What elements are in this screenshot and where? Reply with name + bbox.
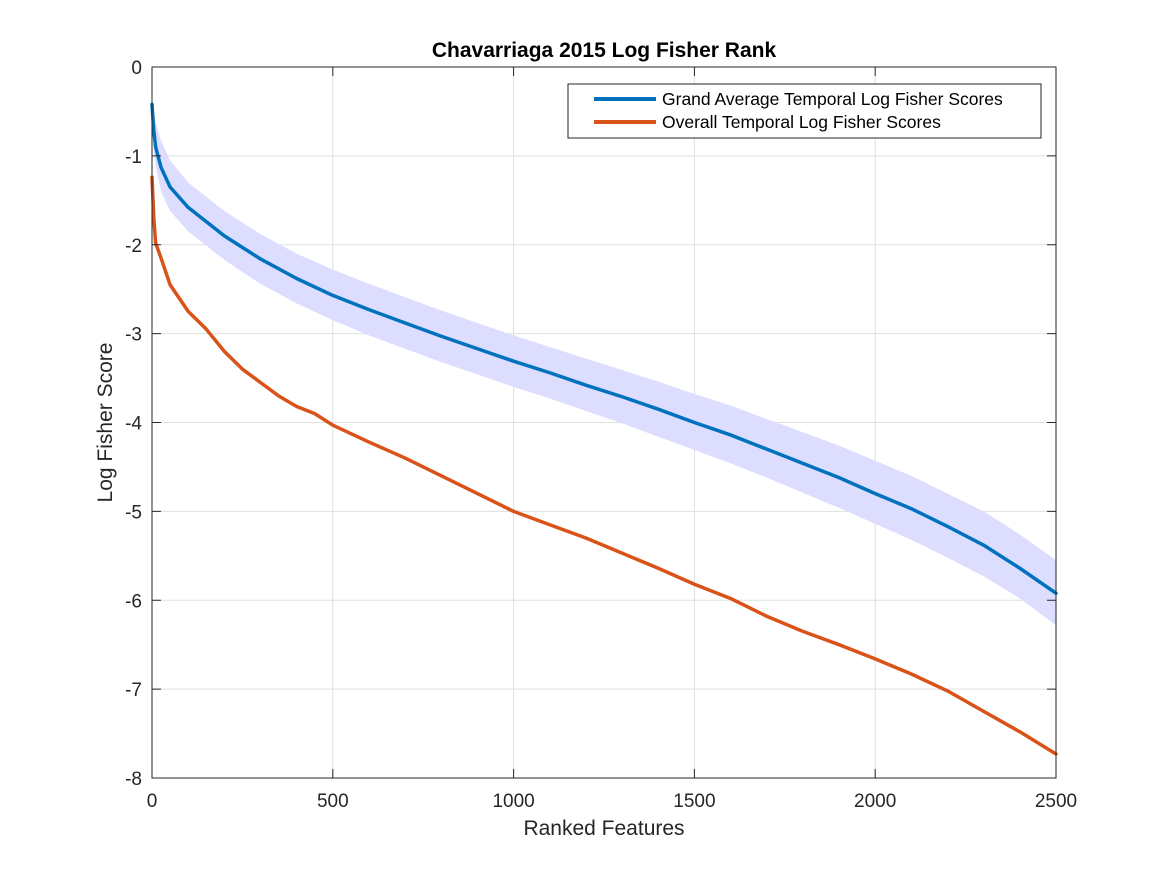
- axis-ticks: [151, 66, 1057, 779]
- chart-title: Chavarriaga 2015 Log Fisher Rank: [432, 39, 777, 62]
- legend-label-grand-average: Grand Average Temporal Log Fisher Scores: [662, 89, 1003, 109]
- y-tick-label: -7: [125, 680, 142, 701]
- y-axis-label: Log Fisher Score: [94, 343, 117, 503]
- y-tick-label: -8: [125, 769, 142, 790]
- y-tick-label: -2: [125, 236, 142, 257]
- legend: Grand Average Temporal Log Fisher Scores…: [567, 83, 1042, 139]
- y-tick-label: -1: [125, 147, 142, 168]
- x-tick-label: 2500: [1035, 791, 1077, 812]
- x-tick-label: 2000: [854, 791, 896, 812]
- x-axis-label: Ranked Features: [523, 817, 684, 840]
- y-tick-label: -5: [125, 502, 142, 523]
- x-tick-label: 1000: [492, 791, 534, 812]
- y-tick-labels: 0 -1 -2 -3 -4 -5 -6 -7 -8: [125, 58, 142, 790]
- series-1-line: [150, 175, 1058, 756]
- x-tick-label: 0: [147, 791, 158, 812]
- legend-box: [567, 83, 1042, 139]
- legend-label-overall: Overall Temporal Log Fisher Scores: [662, 112, 941, 132]
- x-tick-labels: 0 500 1000 1500 2000 2500: [147, 791, 1077, 812]
- x-tick-label: 1500: [673, 791, 715, 812]
- series-0-band: [152, 104, 1056, 626]
- series-lines: [150, 102, 1058, 756]
- y-tick-label: -4: [125, 414, 142, 435]
- confidence-bands: [152, 104, 1056, 626]
- y-tick-label: -6: [125, 591, 142, 612]
- y-tick-label: -3: [125, 325, 142, 346]
- y-tick-label: 0: [131, 58, 142, 79]
- x-tick-label: 500: [317, 791, 349, 812]
- series-0-line: [150, 102, 1058, 595]
